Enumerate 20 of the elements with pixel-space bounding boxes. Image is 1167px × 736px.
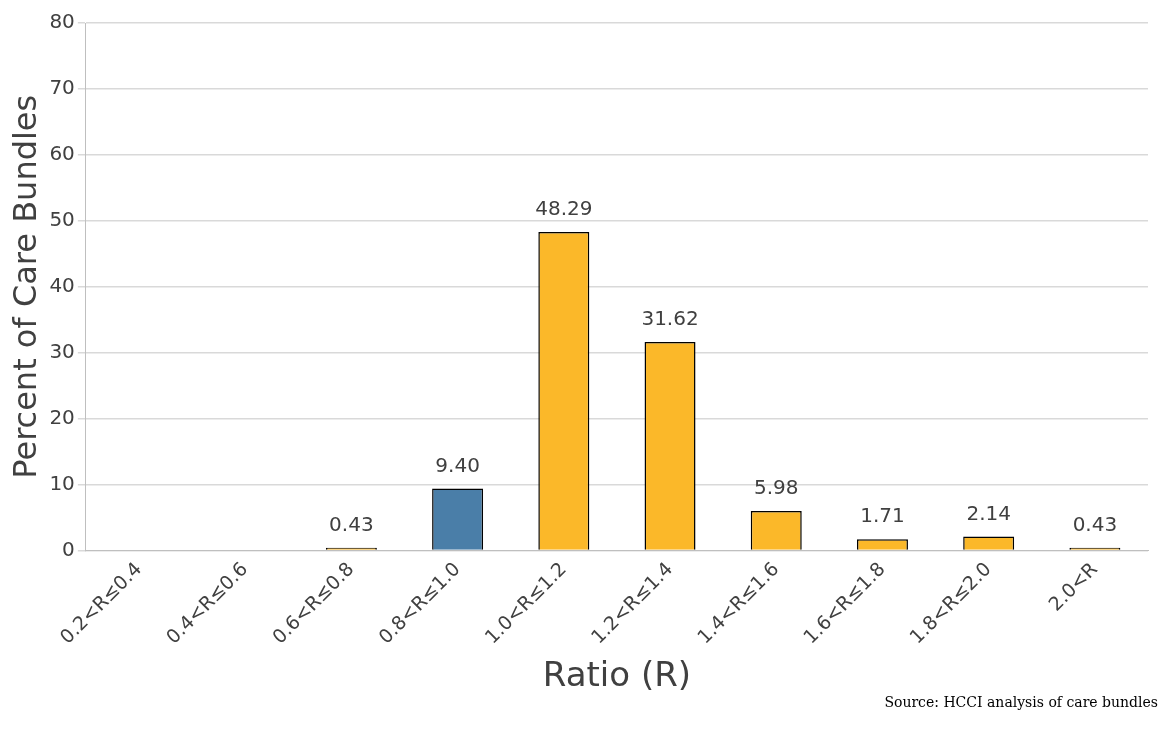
data-label: 0.43 [1072,511,1118,536]
source-note: Source: HCCI analysis of care bundles [883,694,1158,710]
y-tick-label: 10 [49,470,75,495]
data-label: 5.98 [753,475,799,500]
y-axis-title: Percent of Care Bundles [5,94,44,479]
data-label: 0.43 [329,511,374,536]
y-tick-label: 30 [49,338,75,363]
y-tick-label: 50 [49,207,75,232]
y-tick-label: 0 [62,536,75,561]
data-label: 48.29 [535,196,593,221]
x-axis-title: Ratio (R) [542,654,692,695]
y-tick-label: 80 [49,9,75,34]
data-label: 9.40 [435,452,480,477]
data-label: 1.71 [860,503,905,528]
y-tick-label: 20 [49,404,75,429]
y-tick-label: 70 [49,75,75,100]
data-label: 31.62 [641,306,699,331]
y-tick-label: 40 [49,272,75,297]
data-label: 2.14 [966,500,1011,525]
y-tick-label: 60 [49,141,75,166]
